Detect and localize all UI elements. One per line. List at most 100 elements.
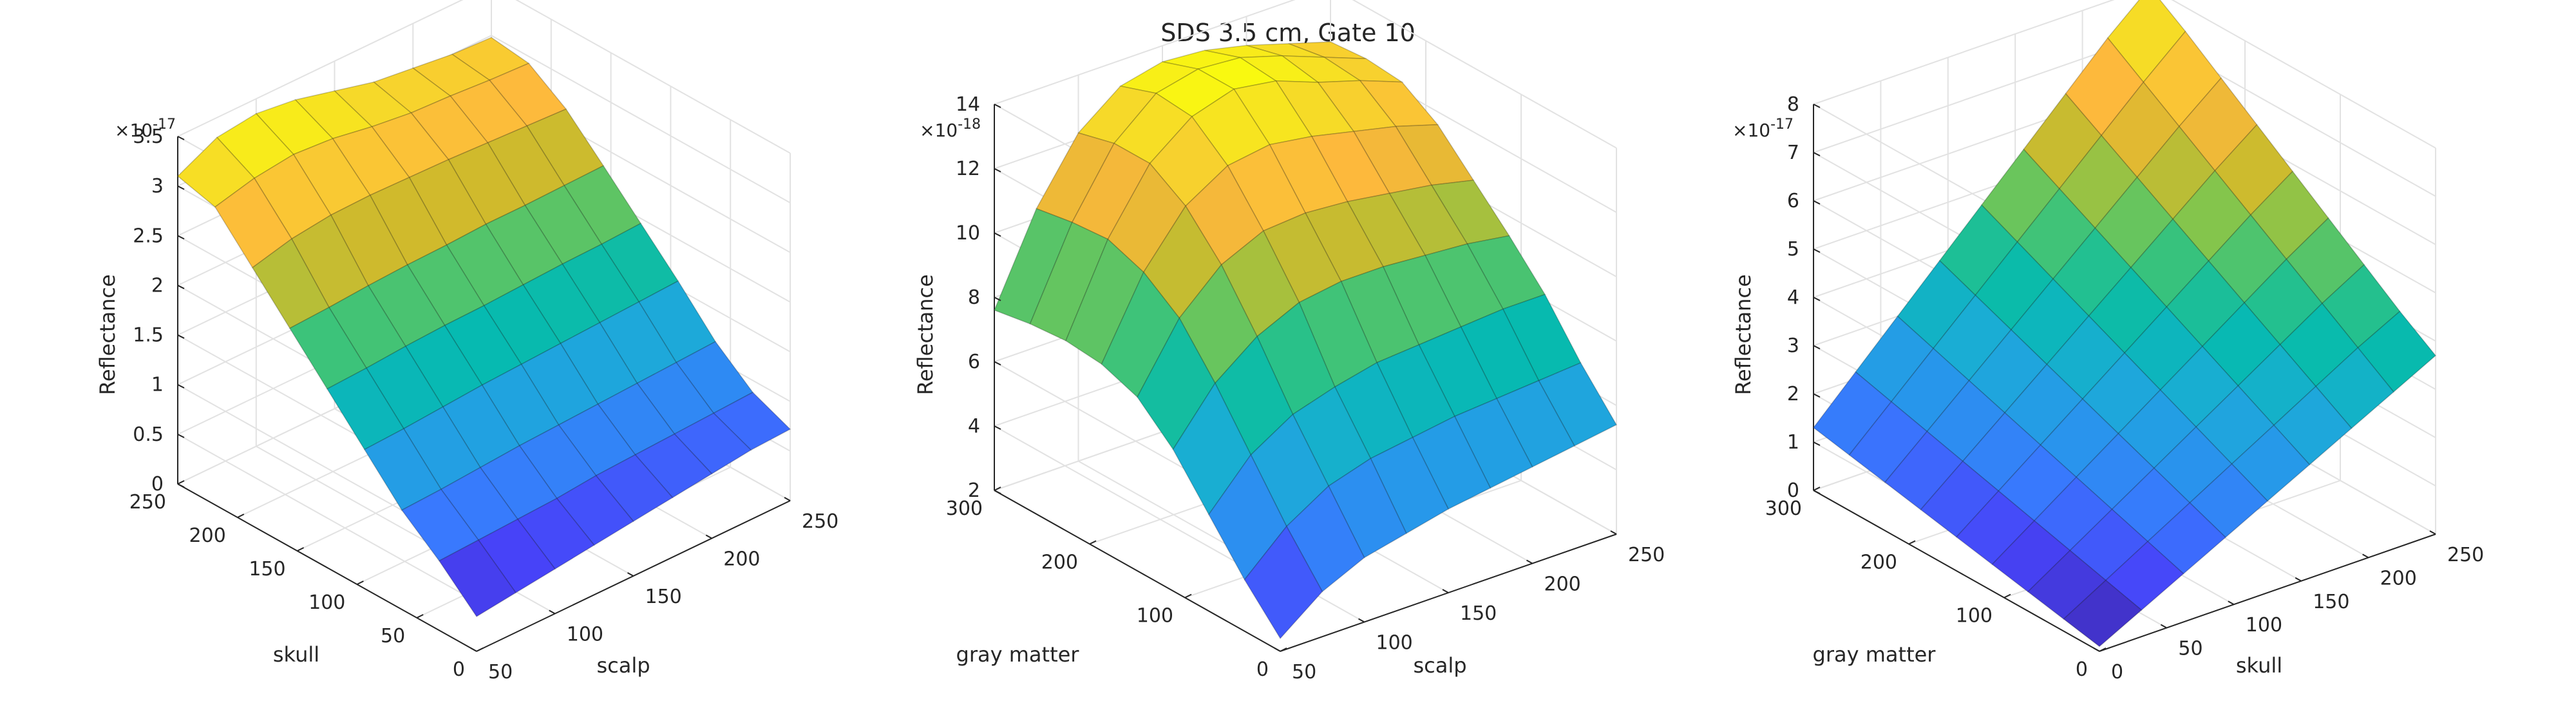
surface-patch	[2058, 135, 2138, 229]
surface-patch	[1101, 271, 1180, 398]
y-axis-label: skull	[273, 642, 319, 667]
figure-title: SDS 3.5 cm, Gate 10	[1160, 19, 1416, 47]
x-tick-label: 50	[2178, 638, 2202, 660]
y-tick-label: 100	[1137, 605, 1173, 627]
z-tick-label: 3	[151, 175, 164, 198]
y-tick-label: 250	[129, 491, 166, 514]
surface-patch	[1975, 241, 2054, 331]
surface-patch	[1065, 238, 1144, 365]
y-tick-label: 150	[249, 558, 285, 580]
x-tick-label: 100	[2246, 614, 2282, 636]
surface-patch	[1328, 458, 1407, 559]
subplot-3: 0 1 2 3 4 5 6 7 8 0 50 100 150 200 250 0 100 200 300 Reflec…	[1731, 0, 2484, 683]
surface-patch	[1233, 80, 1313, 145]
z-axis-label: Reflectance	[95, 274, 120, 395]
surface-patch	[1334, 362, 1414, 459]
x-tick-label: 150	[645, 586, 682, 608]
surface-patch	[251, 238, 330, 330]
z-tick-label: 2.5	[133, 225, 164, 247]
x-axis-label: scalp	[596, 653, 650, 678]
y-tick-label: 100	[1956, 605, 1993, 627]
y-tick-label: 300	[946, 497, 983, 520]
y-axis-label: gray matter	[956, 642, 1080, 667]
y-tick-label: 300	[1765, 497, 1802, 520]
surface-patch	[712, 391, 791, 451]
surface	[1812, 0, 2437, 647]
tick-labels: 0 1 2 3 4 5 6 7 8 0 50 100 150 200 250 0 100 200 300	[1765, 93, 2485, 683]
z-tick-label: 1	[151, 374, 164, 396]
surface-patch	[292, 138, 371, 216]
z-tick-label: 0	[151, 473, 164, 496]
z-tick-label: 14	[956, 93, 980, 116]
surface-patch	[2143, 30, 2222, 127]
surface-patch	[2063, 579, 2143, 647]
surface-patch	[1113, 93, 1193, 164]
subplot-2: 2 4 6 8 10 12 14 50 100 150 200 250 0 100 200 300 Reflec…	[913, 0, 1665, 683]
y-tick-label: 0	[453, 658, 465, 681]
surface-patch	[1454, 398, 1533, 489]
z-tick-label: 0.5	[133, 423, 164, 446]
z-tick-label: 0	[1787, 479, 1799, 502]
z-tick-label: 10	[956, 222, 980, 245]
surface-patch	[2130, 218, 2210, 308]
z-tick-label: 12	[956, 158, 980, 180]
surface-patch	[674, 413, 752, 475]
x-tick-label: 50	[1292, 661, 1316, 683]
x-tick-label: 50	[488, 661, 513, 683]
surface-patch	[1382, 254, 1462, 346]
z-tick-label: 4	[968, 415, 980, 438]
x-tick-label: 250	[2447, 544, 2484, 566]
tick-labels: 00.511.522.533.5501001502002500501001502…	[129, 125, 839, 683]
y-tick-label: 100	[308, 591, 345, 614]
surface-patch	[2214, 124, 2293, 216]
z-tick-label: 5	[1787, 238, 1799, 261]
x-tick-label: 100	[1376, 632, 1413, 654]
surface-patch	[255, 99, 334, 155]
z-tick-label: 4	[1787, 286, 1799, 309]
surface-patch	[1029, 221, 1109, 342]
surface-patch	[1502, 293, 1582, 382]
x-tick-label: 200	[723, 548, 760, 571]
x-tick-label: 0	[2111, 661, 2123, 683]
surface-patch	[675, 340, 754, 414]
z-tick-label: 1.5	[133, 324, 164, 347]
z-tick-label: 8	[968, 286, 980, 309]
surface-patch	[1172, 382, 1252, 515]
x-tick-label: 100	[567, 624, 603, 646]
z-tick-label: 1	[1787, 431, 1799, 454]
surface-patch	[2094, 176, 2174, 268]
z-tick-label: 7	[1787, 142, 1799, 164]
surface-patch	[1185, 165, 1264, 266]
x-axis-label: skull	[2236, 653, 2282, 678]
surface-patch	[1418, 326, 1498, 417]
surface-patch	[1938, 204, 2018, 296]
x-tick-label: 150	[2313, 591, 2349, 613]
y-tick-label: 200	[189, 524, 226, 547]
y-tick-label: 200	[1861, 551, 1897, 573]
surface-patch	[1412, 415, 1492, 510]
x-axis-label: scalp	[1413, 653, 1466, 678]
z-exponent-label: ×10-17	[115, 116, 176, 141]
x-tick-label: 200	[1544, 573, 1581, 596]
z-tick-label: 2	[151, 274, 164, 297]
z-tick-label: 6	[968, 351, 980, 373]
z-exponent-label: ×10-18	[920, 116, 981, 141]
surface-patch	[1430, 180, 1510, 245]
z-tick-label: 2	[1787, 383, 1799, 405]
tick-labels: 2 4 6 8 10 12 14 50 100 150 200 250 0 100 200 300	[946, 93, 1665, 683]
z-tick-label: 2	[968, 479, 980, 502]
z-axis-label: Reflectance	[1731, 274, 1756, 395]
z-tick-label: 3.5	[133, 125, 164, 148]
surface	[994, 41, 1618, 640]
x-tick-label: 250	[802, 510, 838, 533]
z-axis-label: Reflectance	[913, 274, 938, 395]
x-tick-label: 200	[2380, 567, 2417, 589]
surface-patch	[2286, 217, 2365, 304]
surface-patch	[2166, 260, 2246, 348]
surface-patch	[2249, 171, 2329, 260]
y-tick-label: 0	[1256, 658, 1269, 681]
surface-patch	[994, 208, 1073, 325]
surface-patch	[438, 539, 516, 618]
surface-patch	[328, 284, 406, 369]
